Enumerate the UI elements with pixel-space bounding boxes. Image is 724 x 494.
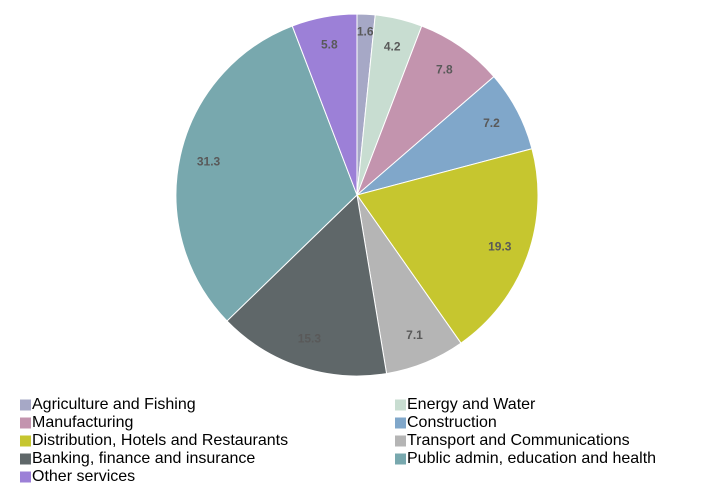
- legend-swatch: [20, 453, 31, 465]
- value-label: 7.8: [436, 63, 453, 77]
- legend-label: Transport and Communications: [407, 432, 630, 449]
- pie-slice: [226, 193, 388, 377]
- value-label: 7.1: [406, 328, 423, 342]
- pie-slice: [175, 25, 358, 322]
- legend-swatch: [20, 399, 31, 411]
- legend-label: Agriculture and Fishing: [32, 396, 196, 413]
- legend-label: Construction: [407, 414, 497, 431]
- legend-label: Manufacturing: [32, 414, 133, 431]
- legend-label: Energy and Water: [407, 396, 536, 413]
- value-label: 19.3: [488, 239, 512, 253]
- value-label: 5.8: [321, 38, 338, 52]
- legend-label: Distribution, Hotels and Restaurants: [32, 432, 288, 449]
- pie-slice: [291, 13, 358, 196]
- value-label: 4.2: [384, 39, 401, 53]
- legend-label: Public admin, education and health: [407, 450, 656, 467]
- legend-swatch: [395, 399, 406, 411]
- value-label: 1.6: [357, 24, 374, 38]
- legend-swatch: [20, 435, 31, 447]
- legend-label: Banking, finance and insurance: [32, 450, 255, 467]
- value-label: 15.3: [298, 332, 322, 346]
- legend-swatch: [395, 417, 406, 429]
- legend-swatch: [20, 471, 31, 483]
- pie-slice: [356, 148, 539, 344]
- legend-swatch: [395, 453, 406, 465]
- legend-swatch: [20, 417, 31, 429]
- legend-label: Other services: [32, 468, 135, 485]
- value-label: 31.3: [197, 154, 221, 168]
- legend-swatch: [395, 435, 406, 447]
- value-label: 7.2: [483, 116, 500, 130]
